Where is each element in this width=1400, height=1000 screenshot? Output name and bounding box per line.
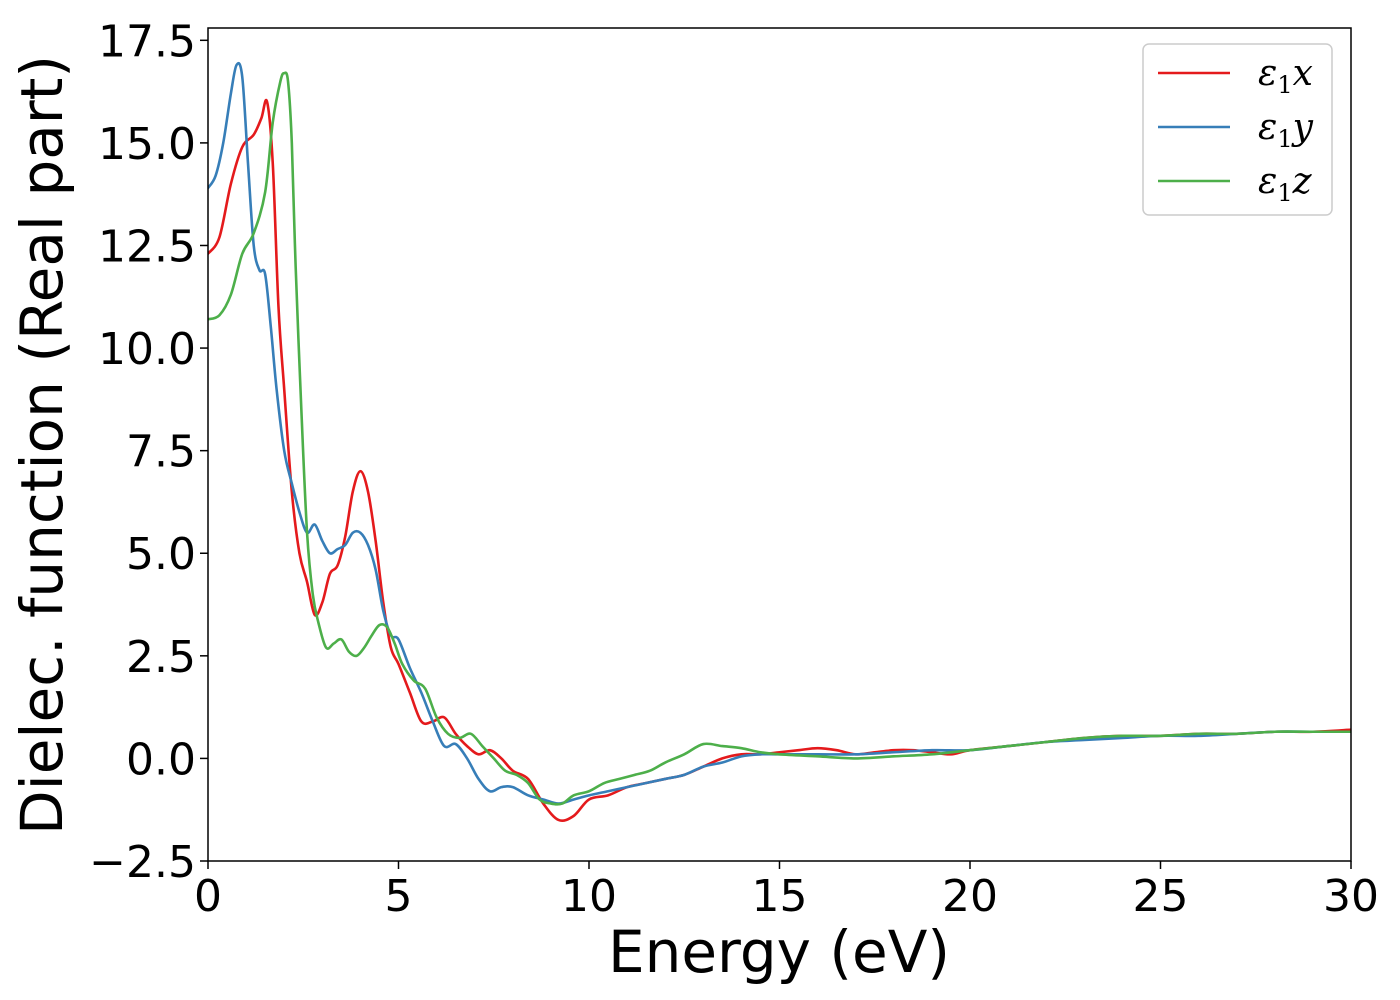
x-tick-label: 10 bbox=[561, 871, 617, 922]
y-tick-label: 17.5 bbox=[98, 16, 196, 67]
legend-box bbox=[1142, 43, 1333, 216]
legend-label-x: ε1x bbox=[1258, 53, 1313, 99]
y-tick-label: −2.5 bbox=[89, 837, 196, 888]
x-tick-label: 25 bbox=[1133, 871, 1189, 922]
y-tick-label: 0.0 bbox=[126, 734, 196, 785]
y-axis-label: Dielec. function (Real part) bbox=[8, 55, 76, 835]
legend: ε1x ε1y ε1z bbox=[1142, 43, 1333, 216]
y-axis: −2.5 0.0 2.5 5.0 7.5 10.0 12.5 15.0 17.5 bbox=[89, 16, 208, 888]
series-line-y bbox=[208, 61, 1351, 805]
y-tick-label: 2.5 bbox=[126, 632, 196, 683]
series-line-z bbox=[208, 71, 1351, 806]
legend-label-y: ε1y bbox=[1258, 107, 1314, 153]
series-layer bbox=[208, 61, 1351, 822]
x-tick-label: 5 bbox=[385, 871, 413, 922]
x-tick-label: 15 bbox=[752, 871, 808, 922]
x-tick-label: 20 bbox=[942, 871, 998, 922]
y-tick-label: 12.5 bbox=[98, 221, 196, 272]
x-tick-label: 0 bbox=[194, 871, 222, 922]
x-axis-label: Energy (eV) bbox=[608, 918, 950, 986]
x-tick-label: 30 bbox=[1323, 871, 1379, 922]
y-tick-label: 15.0 bbox=[98, 119, 196, 170]
legend-label-z: ε1z bbox=[1258, 161, 1313, 207]
y-tick-label: 5.0 bbox=[126, 529, 196, 580]
y-tick-label: 10.0 bbox=[98, 324, 196, 375]
x-axis: 0 5 10 15 20 25 30 bbox=[194, 861, 1379, 922]
y-tick-label: 7.5 bbox=[126, 427, 196, 478]
